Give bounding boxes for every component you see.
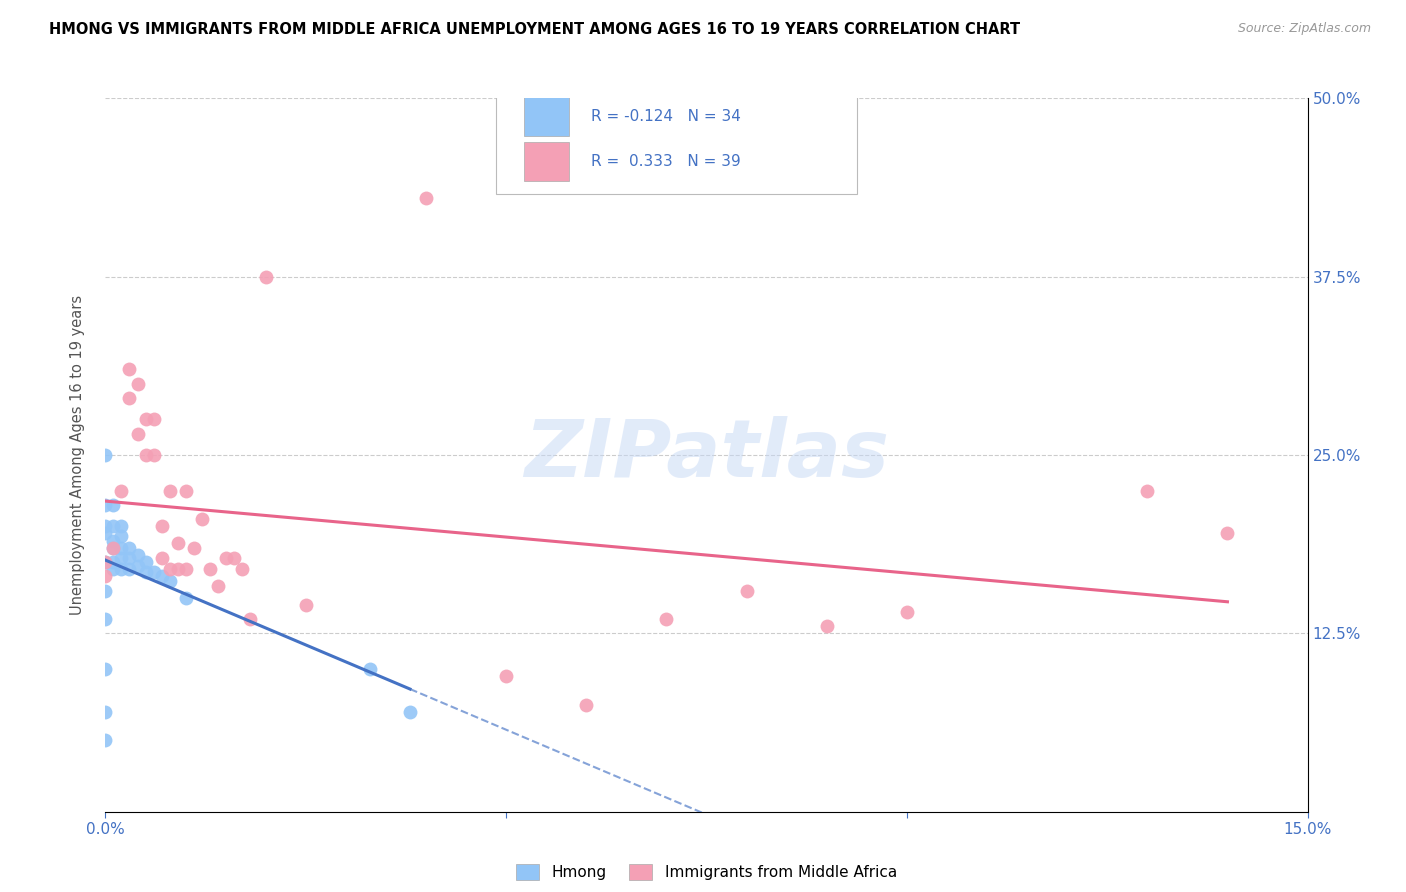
Point [239,612,262,626]
Point [166,536,188,550]
Point [94,662,117,676]
Point [135,565,157,579]
Text: Source: ZipAtlas.com: Source: ZipAtlas.com [1237,22,1371,36]
Point [94,583,117,598]
Point [655,612,678,626]
Point [190,512,212,526]
Bar [524,142,569,181]
Point [159,574,181,588]
Point [118,541,141,555]
Point [399,705,422,719]
Point [118,562,141,576]
Point [174,591,197,605]
Point [142,412,165,426]
Point [110,529,132,543]
Point [94,555,117,569]
Point [94,705,117,719]
Point [110,483,132,498]
Point [94,612,117,626]
Point [359,662,381,676]
Point [94,498,117,512]
Point [142,448,165,462]
Point [135,555,157,569]
Point [575,698,598,712]
Point [142,565,165,579]
Point [94,555,117,569]
Point [118,550,141,565]
Point [118,391,141,405]
Point [415,191,437,205]
Point [110,519,132,533]
Y-axis label: Unemployment Among Ages 16 to 19 years: Unemployment Among Ages 16 to 19 years [70,295,84,615]
Point [150,569,173,583]
Point [174,562,197,576]
Point [103,498,125,512]
Point [110,550,132,565]
Point [135,412,157,426]
Point [159,562,181,576]
Point [103,541,125,555]
Point [159,483,181,498]
Point [222,550,245,565]
Point [1216,526,1239,541]
Point [110,541,132,555]
Point [495,669,517,683]
Point [94,733,117,747]
Point [127,376,149,391]
Point [94,569,117,583]
Point [94,519,117,533]
Point [254,269,277,284]
Point [1136,483,1159,498]
Point [231,562,253,576]
Point [127,548,149,562]
Point [150,550,173,565]
Text: R =  0.333   N = 39: R = 0.333 N = 39 [591,153,741,169]
Point [150,519,173,533]
Point [135,448,157,462]
Point [118,362,141,376]
Point [815,619,838,633]
Point [735,583,758,598]
Point [110,562,132,576]
Point [127,559,149,574]
Point [896,605,918,619]
Point [214,550,236,565]
Point [94,526,117,541]
Point [103,541,125,555]
Point [198,562,221,576]
Point [103,533,125,548]
Point [103,562,125,576]
Legend: Hmong, Immigrants from Middle Africa: Hmong, Immigrants from Middle Africa [510,858,903,886]
Text: ZIPatlas: ZIPatlas [524,416,889,494]
Bar [524,96,569,136]
Point [295,598,318,612]
Point [127,426,149,441]
Point [183,541,205,555]
Text: HMONG VS IMMIGRANTS FROM MIDDLE AFRICA UNEMPLOYMENT AMONG AGES 16 TO 19 YEARS CO: HMONG VS IMMIGRANTS FROM MIDDLE AFRICA U… [49,22,1021,37]
Point [166,562,188,576]
Text: R = -0.124   N = 34: R = -0.124 N = 34 [591,109,741,124]
Point [207,579,229,593]
Point [94,448,117,462]
Point [174,483,197,498]
Point [103,519,125,533]
Point [103,555,125,569]
FancyBboxPatch shape [496,87,856,194]
